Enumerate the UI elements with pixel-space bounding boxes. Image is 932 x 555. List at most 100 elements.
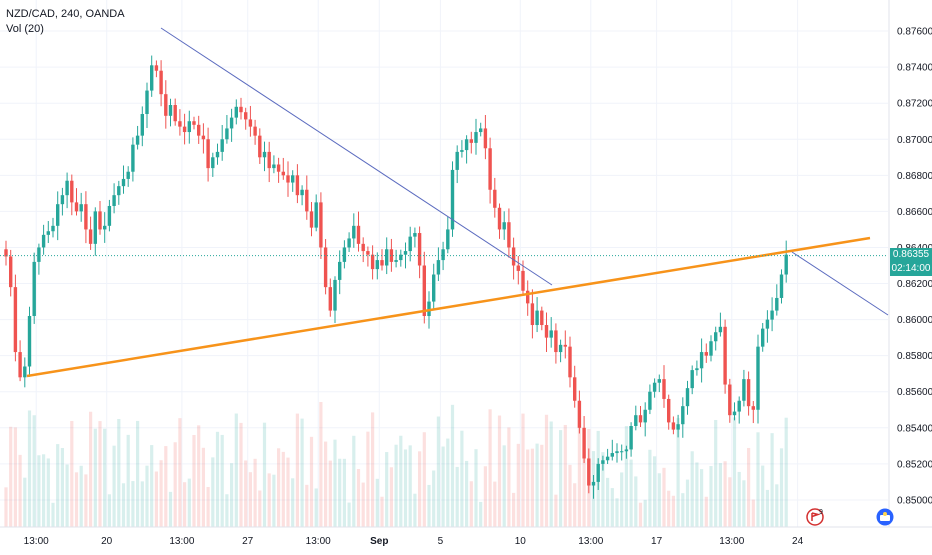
volume-bar <box>9 426 13 527</box>
volume-bar <box>638 502 643 527</box>
candle-body <box>46 231 50 235</box>
volume-bar <box>192 434 196 527</box>
x-tick-label: 10 <box>515 536 527 547</box>
candle-body <box>121 178 126 187</box>
candle-body <box>629 426 633 450</box>
volume-bar <box>399 435 403 527</box>
candle-body <box>587 458 591 486</box>
candle-body <box>70 180 74 203</box>
candle-body <box>502 222 506 230</box>
y-tick-label: 0.86600 <box>897 207 932 218</box>
volume-bar <box>751 499 755 527</box>
volume-bar <box>126 434 130 527</box>
volume-bar <box>648 449 652 527</box>
volume-bar <box>244 460 248 527</box>
volume-bar <box>197 425 201 527</box>
volume-bar <box>361 482 365 527</box>
candle-body <box>333 279 337 311</box>
candle-body <box>732 411 737 416</box>
volume-bar <box>662 467 666 527</box>
candle-body <box>422 265 426 316</box>
event-flag-icon[interactable]: 9 <box>806 508 824 526</box>
volume-bar <box>23 477 27 527</box>
volume-bar <box>427 484 431 527</box>
tradingview-logo-icon[interactable] <box>876 508 894 526</box>
candle-body <box>573 377 577 401</box>
current-price-badge: 0.86355 <box>890 248 932 262</box>
volume-bar <box>549 421 553 527</box>
candle-body <box>779 274 784 298</box>
volume-bar <box>718 463 722 527</box>
volume-bar <box>765 489 769 527</box>
volume-bar <box>615 498 619 527</box>
candle-body <box>436 260 441 275</box>
candle-body <box>258 135 262 158</box>
volume-bar <box>408 445 412 527</box>
candle-body <box>117 186 121 196</box>
volume-bar <box>375 478 379 527</box>
candle-body <box>408 236 412 252</box>
candle-body <box>131 144 135 172</box>
candle-body <box>276 164 281 172</box>
candle-body <box>610 453 614 457</box>
volume-bar <box>220 434 224 527</box>
candle-body <box>695 368 699 371</box>
candle-body <box>56 204 60 226</box>
volume-bar <box>770 433 774 527</box>
candle-body <box>403 251 408 255</box>
candle-body <box>413 233 417 237</box>
candle-body <box>742 379 746 401</box>
volume-bar <box>559 430 563 527</box>
candle-body <box>530 303 535 326</box>
candle-body <box>272 164 276 169</box>
volume-bar <box>418 451 422 527</box>
volume-bar <box>403 449 408 527</box>
volume-bar <box>42 454 46 527</box>
descending-trendline-projection[interactable] <box>791 251 889 316</box>
volume-bar <box>178 418 182 527</box>
volume-bar <box>671 495 675 527</box>
candle-body <box>323 247 328 288</box>
volume-bar <box>573 483 577 527</box>
ascending-support-line[interactable] <box>26 236 871 378</box>
volume-bar <box>27 410 32 527</box>
volume-bar <box>742 480 746 527</box>
volume-bar <box>333 439 337 527</box>
candle-body <box>474 132 478 143</box>
volume-bar <box>150 445 154 527</box>
x-tick-label: 24 <box>792 536 804 547</box>
candle-body <box>676 424 680 430</box>
candle-body <box>328 287 332 311</box>
volume-legend[interactable]: Vol (20) <box>6 23 44 35</box>
candle-body <box>563 344 567 347</box>
volume-bar <box>93 428 97 527</box>
volume-bar <box>690 451 694 527</box>
candle-body <box>361 243 365 252</box>
volume-bar <box>469 481 473 527</box>
descending-trendline[interactable] <box>160 27 553 286</box>
symbol-legend[interactable]: NZD/CAD, 240, OANDA <box>6 8 125 20</box>
volume-bar <box>183 482 187 527</box>
volume-bar <box>324 441 328 527</box>
candle-body <box>248 119 253 127</box>
candle-body <box>615 451 619 454</box>
volume-bar <box>620 472 624 527</box>
volume-bar <box>709 466 713 527</box>
y-tick-label: 0.86000 <box>897 315 932 326</box>
volume-bar <box>643 499 647 527</box>
volume-bar <box>140 481 144 527</box>
candle-body <box>314 202 318 228</box>
candle-body <box>737 400 741 412</box>
candle-body <box>634 415 638 427</box>
candle-body <box>582 427 586 459</box>
x-tick-label: 13:00 <box>719 536 744 547</box>
candle-body <box>770 310 774 320</box>
candle-body <box>417 233 422 266</box>
candle-body <box>638 415 643 423</box>
candle-body <box>446 229 450 250</box>
volume-bar <box>577 405 581 527</box>
volume-bar <box>479 501 483 527</box>
candle-body <box>709 341 713 356</box>
